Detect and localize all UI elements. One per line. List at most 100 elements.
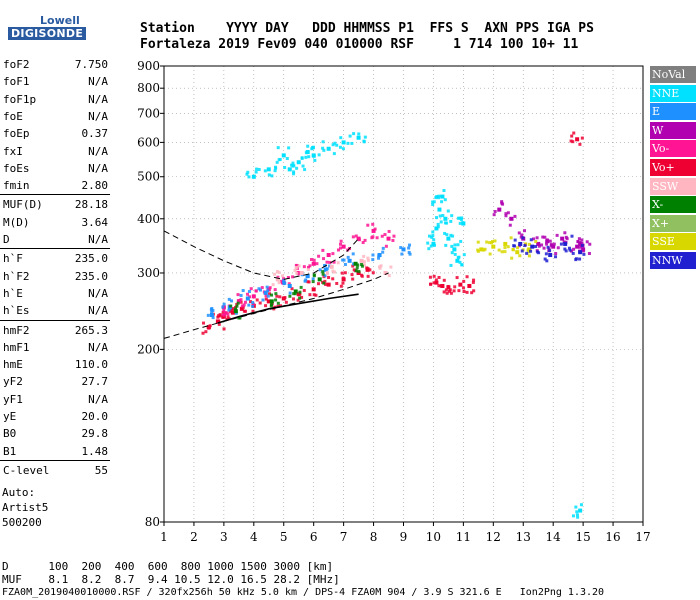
data-point-cluster <box>316 282 320 286</box>
y-tick-label: 600 <box>137 135 160 149</box>
data-point-cluster <box>222 302 226 306</box>
data-point-cluster <box>534 245 538 249</box>
data-point-cluster <box>459 218 463 222</box>
data-point-cluster <box>312 258 316 262</box>
data-point-cluster <box>270 174 274 178</box>
data-point-cluster <box>202 321 206 325</box>
data-point-cluster <box>338 246 342 250</box>
data-point <box>443 216 448 221</box>
data-point <box>275 277 280 282</box>
data-point-cluster <box>503 246 507 250</box>
data-point-cluster <box>578 240 582 244</box>
data-point-cluster <box>261 298 265 302</box>
x-tick-label: 10 <box>426 530 441 544</box>
data-point-cluster <box>290 163 294 167</box>
data-point-cluster <box>360 264 364 268</box>
param-name: B1 <box>3 444 17 458</box>
data-point-cluster <box>269 303 273 307</box>
data-point-cluster <box>527 250 531 254</box>
data-point <box>209 313 214 318</box>
data-point-cluster <box>276 301 280 305</box>
data-point-cluster <box>343 271 347 275</box>
data-point-cluster <box>439 284 443 288</box>
data-point-cluster <box>341 147 345 151</box>
data-point-cluster <box>577 237 581 241</box>
data-point-cluster <box>460 263 464 267</box>
data-point-cluster <box>227 297 231 301</box>
data-point-cluster <box>327 275 331 279</box>
data-point-cluster <box>568 248 572 252</box>
header-row-2: Fortaleza 2019 Fev09 040 010000 RSF 1 71… <box>140 37 579 52</box>
data-point-cluster <box>366 274 370 278</box>
data-point <box>311 287 316 292</box>
data-point-cluster <box>576 515 580 519</box>
data-point-cluster <box>387 274 391 278</box>
data-point-cluster <box>321 248 325 252</box>
data-point-cluster <box>571 140 575 144</box>
data-point-cluster <box>428 275 432 279</box>
data-point <box>296 160 301 165</box>
param-value: 3.64 <box>81 215 109 229</box>
data-point-cluster <box>351 252 355 256</box>
data-point <box>251 174 256 179</box>
data-point-cluster <box>247 303 251 307</box>
data-point <box>326 282 331 287</box>
param-ye: yE 20.0 <box>3 410 108 425</box>
param-b1: B1 1.48 <box>3 445 108 460</box>
data-point-cluster <box>264 297 268 301</box>
data-point-cluster <box>286 275 290 279</box>
data-point <box>467 283 472 288</box>
data-point <box>326 253 331 258</box>
data-point-cluster <box>449 291 453 295</box>
data-point-cluster <box>449 263 453 267</box>
data-point-cluster <box>247 175 251 179</box>
data-point-cluster <box>255 298 259 302</box>
data-point-cluster <box>446 209 450 213</box>
data-point-cluster <box>239 298 243 302</box>
data-point-cluster <box>458 221 462 225</box>
param-value: N/A <box>88 392 108 406</box>
data-point-cluster <box>555 233 559 237</box>
data-point-cluster <box>230 299 234 303</box>
data-point-cluster <box>294 266 298 270</box>
param-value: N/A <box>88 233 108 246</box>
data-point-cluster <box>476 248 480 252</box>
data-point-cluster <box>575 513 579 517</box>
data-point <box>452 247 457 252</box>
param-value: 28.18 <box>74 198 108 212</box>
param-value: 7.750 <box>74 58 108 71</box>
data-point-cluster <box>271 283 275 287</box>
data-point-cluster <box>264 294 268 298</box>
data-point <box>356 135 361 140</box>
param-value: 20.0 <box>81 410 109 423</box>
data-point-cluster <box>239 300 243 304</box>
legend-item-w: W <box>650 121 696 139</box>
data-point-cluster <box>356 263 360 267</box>
data-point-cluster <box>578 245 582 249</box>
data-point-cluster <box>340 271 344 275</box>
legend-item-nne: NNE <box>650 84 696 102</box>
data-point-cluster <box>442 290 446 294</box>
data-point-cluster <box>360 274 364 278</box>
data-point-cluster <box>472 278 476 282</box>
data-point <box>446 285 451 290</box>
logo-lowell: Lowell <box>40 14 80 27</box>
data-point-cluster <box>407 250 411 254</box>
data-point-cluster <box>312 274 316 278</box>
data-point-cluster <box>392 234 396 238</box>
param-name: hmF2 <box>3 323 30 337</box>
data-point-cluster <box>288 291 292 295</box>
data-point-cluster <box>351 277 355 281</box>
data-point-cluster <box>283 281 287 285</box>
data-point <box>581 247 586 252</box>
param-separator <box>0 248 110 250</box>
data-point-cluster <box>363 135 367 139</box>
data-point-cluster <box>458 260 462 264</box>
data-point-cluster <box>379 264 383 268</box>
data-point-cluster <box>332 152 336 156</box>
data-point-cluster <box>444 288 448 292</box>
data-point <box>317 277 322 282</box>
data-point-cluster <box>268 286 272 290</box>
legend-item-x-: X- <box>650 196 696 214</box>
data-point-cluster <box>306 280 310 284</box>
